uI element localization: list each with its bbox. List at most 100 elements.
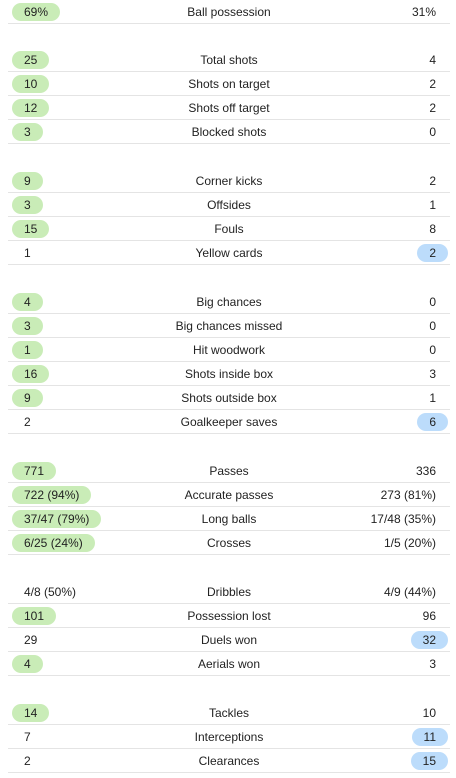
away-value: 6 [417, 413, 448, 431]
away-value: 10 [422, 706, 436, 720]
away-value: 0 [429, 295, 436, 309]
away-value: 17/48 (35%) [370, 512, 436, 526]
stat-row: Clearances 2 15 [8, 750, 450, 773]
stat-label: Aerials won [197, 657, 261, 671]
stat-row: Goalkeeper saves 2 6 [8, 411, 450, 434]
away-value: 336 [415, 464, 436, 478]
stat-label: Hit woodwork [192, 343, 266, 357]
home-value: 7 [24, 730, 31, 744]
away-value: 31% [411, 5, 436, 19]
home-value: 4 [12, 655, 43, 673]
home-value: 10 [12, 75, 50, 93]
stat-row: Tackles 14 10 [8, 702, 450, 725]
home-value: 4 [12, 293, 43, 311]
home-value: 2 [24, 754, 31, 768]
stat-row: Interceptions 7 11 [8, 726, 450, 749]
home-value: 15 [12, 220, 50, 238]
stat-label: Yellow cards [195, 246, 263, 260]
home-value: 3 [12, 317, 43, 335]
stat-row: Dribbles 4/8 (50%) 4/9 (44%) [8, 581, 450, 604]
away-value: 2 [429, 77, 436, 91]
stat-label: Duels won [200, 633, 258, 647]
stat-label: Offsides [207, 198, 251, 212]
stat-label: Interceptions [194, 730, 264, 744]
home-value: 25 [12, 51, 50, 69]
stat-label: Blocked shots [191, 125, 267, 139]
stat-row: Blocked shots 3 0 [8, 121, 450, 144]
stat-row: Crosses 6/25 (24%) 1/5 (20%) [8, 532, 450, 555]
stat-row: Shots on target 10 2 [8, 73, 450, 96]
away-value: 273 (81%) [380, 488, 436, 502]
stat-row: Corner kicks 9 2 [8, 170, 450, 193]
home-value: 3 [12, 123, 43, 141]
home-value: 3 [12, 196, 43, 214]
home-value: 722 (94%) [12, 486, 92, 504]
stat-row: Shots inside box 16 3 [8, 363, 450, 386]
away-value: 11 [411, 728, 448, 746]
home-value: 12 [12, 99, 50, 117]
home-value: 1 [12, 341, 43, 359]
stat-row: Fouls 15 8 [8, 218, 450, 241]
stat-label: Corner kicks [195, 174, 263, 188]
stat-row: Possession lost 101 96 [8, 605, 450, 628]
home-value: 29 [24, 633, 38, 647]
home-value: 4/8 (50%) [24, 585, 77, 599]
stat-label: Shots off target [188, 101, 270, 115]
home-value: 6/25 (24%) [12, 534, 95, 552]
stat-row: Aerials won 4 3 [8, 653, 450, 676]
home-value: 1 [24, 246, 31, 260]
away-value: 15 [410, 752, 448, 770]
away-value: 3 [429, 367, 436, 381]
stat-label: Shots outside box [181, 391, 277, 405]
away-value: 2 [417, 244, 448, 262]
home-value: 14 [12, 704, 50, 722]
home-value: 37/47 (79%) [12, 510, 102, 528]
stat-label: Total shots [200, 53, 258, 67]
stat-label: Dribbles [206, 585, 251, 599]
stat-label: Big chances missed [175, 319, 283, 333]
stat-row: Shots off target 12 2 [8, 97, 450, 120]
stat-label: Shots on target [188, 77, 270, 91]
stat-label: Passes [209, 464, 249, 478]
stat-row: Big chances 4 0 [8, 291, 450, 314]
home-value: 2 [24, 415, 31, 429]
home-value: 771 [12, 462, 57, 480]
stat-row: Duels won 29 32 [8, 629, 450, 652]
stat-row: Yellow cards 1 2 [8, 242, 450, 265]
stat-label: Possession lost [187, 609, 271, 623]
stat-row: Accurate passes 722 (94%) 273 (81%) [8, 484, 450, 507]
home-value: 9 [12, 172, 43, 190]
stat-label: Goalkeeper saves [180, 415, 278, 429]
stat-label: Long balls [201, 512, 257, 526]
stat-row: Hit woodwork 1 0 [8, 339, 450, 362]
home-value: 9 [12, 389, 43, 407]
away-value: 96 [422, 609, 436, 623]
stat-label: Ball possession [187, 5, 271, 19]
home-value: 101 [12, 607, 57, 625]
away-value: 3 [429, 657, 436, 671]
stat-label: Big chances [196, 295, 262, 309]
stat-row: Long balls 37/47 (79%) 17/48 (35%) [8, 508, 450, 531]
away-value: 1/5 (20%) [383, 536, 436, 550]
away-value: 2 [429, 101, 436, 115]
stat-row: Offsides 3 1 [8, 194, 450, 217]
stat-label: Shots inside box [184, 367, 274, 381]
stat-row: Ball possession 69% 31% [8, 1, 450, 24]
stat-row: Shots outside box 9 1 [8, 387, 450, 410]
away-value: 4/9 (44%) [383, 585, 436, 599]
stat-label: Accurate passes [184, 488, 274, 502]
stat-row: Big chances missed 3 0 [8, 315, 450, 338]
away-value: 0 [429, 343, 436, 357]
stat-label: Fouls [214, 222, 244, 236]
away-value: 8 [429, 222, 436, 236]
away-value: 1 [429, 391, 436, 405]
away-value: 0 [429, 125, 436, 139]
stat-row: Total shots 25 4 [8, 49, 450, 72]
stat-label: Tackles [208, 706, 249, 720]
away-value: 32 [410, 631, 448, 649]
stat-row: Passes 771 336 [8, 460, 450, 483]
home-value: 69% [12, 3, 61, 21]
away-value: 1 [429, 198, 436, 212]
away-value: 2 [429, 174, 436, 188]
